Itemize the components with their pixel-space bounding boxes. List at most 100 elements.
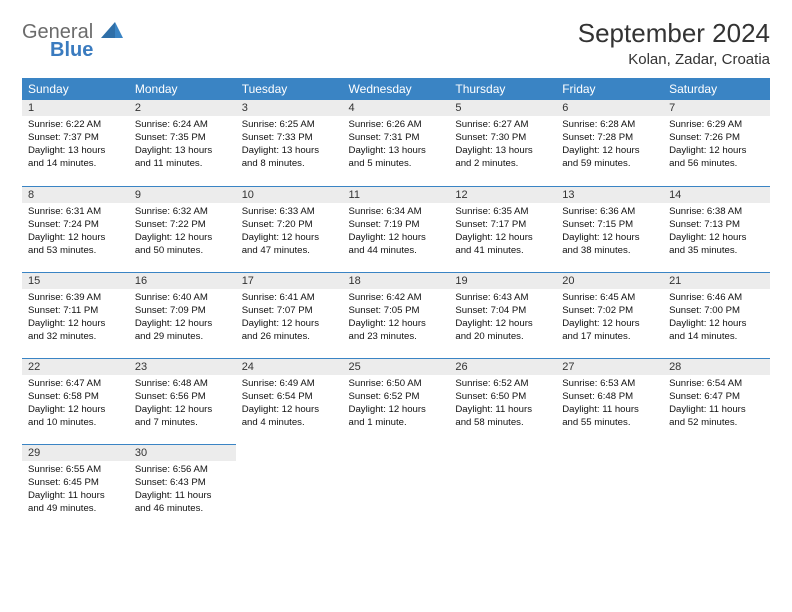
day-number: 22 xyxy=(22,358,129,375)
day-number: 29 xyxy=(22,444,129,461)
calendar-cell: 15Sunrise: 6:39 AMSunset: 7:11 PMDayligh… xyxy=(22,272,129,358)
calendar-cell xyxy=(236,444,343,530)
calendar-cell: 2Sunrise: 6:24 AMSunset: 7:35 PMDaylight… xyxy=(129,100,236,186)
calendar-cell: 25Sunrise: 6:50 AMSunset: 6:52 PMDayligh… xyxy=(343,358,450,444)
day-body: Sunrise: 6:29 AMSunset: 7:26 PMDaylight:… xyxy=(663,116,770,176)
weekday-header: Thursday xyxy=(449,78,556,100)
calendar-cell: 3Sunrise: 6:25 AMSunset: 7:33 PMDaylight… xyxy=(236,100,343,186)
day-body: Sunrise: 6:39 AMSunset: 7:11 PMDaylight:… xyxy=(22,289,129,349)
header: General Blue September 2024 Kolan, Zadar… xyxy=(22,18,770,68)
calendar-row: 8Sunrise: 6:31 AMSunset: 7:24 PMDaylight… xyxy=(22,186,770,272)
calendar-cell: 30Sunrise: 6:56 AMSunset: 6:43 PMDayligh… xyxy=(129,444,236,530)
day-number: 15 xyxy=(22,272,129,289)
day-body: Sunrise: 6:33 AMSunset: 7:20 PMDaylight:… xyxy=(236,203,343,263)
day-number: 20 xyxy=(556,272,663,289)
day-number: 12 xyxy=(449,186,556,203)
weekday-header: Monday xyxy=(129,78,236,100)
calendar-cell: 23Sunrise: 6:48 AMSunset: 6:56 PMDayligh… xyxy=(129,358,236,444)
calendar-cell: 26Sunrise: 6:52 AMSunset: 6:50 PMDayligh… xyxy=(449,358,556,444)
day-body: Sunrise: 6:42 AMSunset: 7:05 PMDaylight:… xyxy=(343,289,450,349)
calendar-cell: 18Sunrise: 6:42 AMSunset: 7:05 PMDayligh… xyxy=(343,272,450,358)
day-body: Sunrise: 6:48 AMSunset: 6:56 PMDaylight:… xyxy=(129,375,236,435)
day-number: 5 xyxy=(449,100,556,116)
weekday-header: Saturday xyxy=(663,78,770,100)
calendar-row: 15Sunrise: 6:39 AMSunset: 7:11 PMDayligh… xyxy=(22,272,770,358)
calendar-cell: 29Sunrise: 6:55 AMSunset: 6:45 PMDayligh… xyxy=(22,444,129,530)
calendar-header-row: SundayMondayTuesdayWednesdayThursdayFrid… xyxy=(22,78,770,100)
location: Kolan, Zadar, Croatia xyxy=(578,51,770,68)
calendar-cell: 19Sunrise: 6:43 AMSunset: 7:04 PMDayligh… xyxy=(449,272,556,358)
day-number: 1 xyxy=(22,100,129,116)
day-body: Sunrise: 6:35 AMSunset: 7:17 PMDaylight:… xyxy=(449,203,556,263)
day-body: Sunrise: 6:54 AMSunset: 6:47 PMDaylight:… xyxy=(663,375,770,435)
day-body: Sunrise: 6:56 AMSunset: 6:43 PMDaylight:… xyxy=(129,461,236,521)
calendar-cell: 22Sunrise: 6:47 AMSunset: 6:58 PMDayligh… xyxy=(22,358,129,444)
weekday-header: Friday xyxy=(556,78,663,100)
calendar-cell: 24Sunrise: 6:49 AMSunset: 6:54 PMDayligh… xyxy=(236,358,343,444)
logo-mark-icon xyxy=(99,21,123,43)
day-number: 8 xyxy=(22,186,129,203)
title-block: September 2024 Kolan, Zadar, Croatia xyxy=(578,18,770,68)
calendar-cell: 20Sunrise: 6:45 AMSunset: 7:02 PMDayligh… xyxy=(556,272,663,358)
calendar-cell xyxy=(663,444,770,530)
day-body: Sunrise: 6:25 AMSunset: 7:33 PMDaylight:… xyxy=(236,116,343,176)
day-body: Sunrise: 6:47 AMSunset: 6:58 PMDaylight:… xyxy=(22,375,129,435)
day-number: 13 xyxy=(556,186,663,203)
day-number: 24 xyxy=(236,358,343,375)
day-number: 3 xyxy=(236,100,343,116)
weekday-header: Wednesday xyxy=(343,78,450,100)
logo: General Blue xyxy=(22,18,123,60)
day-body: Sunrise: 6:41 AMSunset: 7:07 PMDaylight:… xyxy=(236,289,343,349)
calendar-cell xyxy=(343,444,450,530)
calendar-cell: 9Sunrise: 6:32 AMSunset: 7:22 PMDaylight… xyxy=(129,186,236,272)
day-number: 7 xyxy=(663,100,770,116)
day-number: 19 xyxy=(449,272,556,289)
day-number: 18 xyxy=(343,272,450,289)
day-number: 28 xyxy=(663,358,770,375)
calendar-cell: 4Sunrise: 6:26 AMSunset: 7:31 PMDaylight… xyxy=(343,100,450,186)
calendar-cell: 13Sunrise: 6:36 AMSunset: 7:15 PMDayligh… xyxy=(556,186,663,272)
day-number: 14 xyxy=(663,186,770,203)
day-body: Sunrise: 6:22 AMSunset: 7:37 PMDaylight:… xyxy=(22,116,129,176)
calendar-row: 1Sunrise: 6:22 AMSunset: 7:37 PMDaylight… xyxy=(22,100,770,186)
calendar-row: 22Sunrise: 6:47 AMSunset: 6:58 PMDayligh… xyxy=(22,358,770,444)
day-body: Sunrise: 6:24 AMSunset: 7:35 PMDaylight:… xyxy=(129,116,236,176)
day-number: 25 xyxy=(343,358,450,375)
calendar-cell: 12Sunrise: 6:35 AMSunset: 7:17 PMDayligh… xyxy=(449,186,556,272)
logo-word-blue: Blue xyxy=(50,40,123,60)
month-title: September 2024 xyxy=(578,18,770,49)
day-body: Sunrise: 6:50 AMSunset: 6:52 PMDaylight:… xyxy=(343,375,450,435)
calendar-cell: 8Sunrise: 6:31 AMSunset: 7:24 PMDaylight… xyxy=(22,186,129,272)
day-body: Sunrise: 6:27 AMSunset: 7:30 PMDaylight:… xyxy=(449,116,556,176)
day-number: 6 xyxy=(556,100,663,116)
day-number: 9 xyxy=(129,186,236,203)
day-number: 23 xyxy=(129,358,236,375)
calendar-cell: 7Sunrise: 6:29 AMSunset: 7:26 PMDaylight… xyxy=(663,100,770,186)
calendar-cell xyxy=(556,444,663,530)
day-body: Sunrise: 6:45 AMSunset: 7:02 PMDaylight:… xyxy=(556,289,663,349)
day-body: Sunrise: 6:26 AMSunset: 7:31 PMDaylight:… xyxy=(343,116,450,176)
calendar-cell: 11Sunrise: 6:34 AMSunset: 7:19 PMDayligh… xyxy=(343,186,450,272)
day-body: Sunrise: 6:40 AMSunset: 7:09 PMDaylight:… xyxy=(129,289,236,349)
weekday-header: Tuesday xyxy=(236,78,343,100)
day-number: 16 xyxy=(129,272,236,289)
calendar-cell: 6Sunrise: 6:28 AMSunset: 7:28 PMDaylight… xyxy=(556,100,663,186)
day-number: 10 xyxy=(236,186,343,203)
day-body: Sunrise: 6:38 AMSunset: 7:13 PMDaylight:… xyxy=(663,203,770,263)
calendar-cell: 1Sunrise: 6:22 AMSunset: 7:37 PMDaylight… xyxy=(22,100,129,186)
logo-text: General Blue xyxy=(22,18,123,60)
day-number: 17 xyxy=(236,272,343,289)
day-number: 2 xyxy=(129,100,236,116)
calendar-table: SundayMondayTuesdayWednesdayThursdayFrid… xyxy=(22,78,770,530)
day-number: 26 xyxy=(449,358,556,375)
calendar-cell: 5Sunrise: 6:27 AMSunset: 7:30 PMDaylight… xyxy=(449,100,556,186)
weekday-header: Sunday xyxy=(22,78,129,100)
calendar-cell: 21Sunrise: 6:46 AMSunset: 7:00 PMDayligh… xyxy=(663,272,770,358)
calendar-cell: 16Sunrise: 6:40 AMSunset: 7:09 PMDayligh… xyxy=(129,272,236,358)
day-body: Sunrise: 6:43 AMSunset: 7:04 PMDaylight:… xyxy=(449,289,556,349)
calendar-cell: 28Sunrise: 6:54 AMSunset: 6:47 PMDayligh… xyxy=(663,358,770,444)
calendar-row: 29Sunrise: 6:55 AMSunset: 6:45 PMDayligh… xyxy=(22,444,770,530)
calendar-cell: 10Sunrise: 6:33 AMSunset: 7:20 PMDayligh… xyxy=(236,186,343,272)
calendar-cell xyxy=(449,444,556,530)
day-body: Sunrise: 6:34 AMSunset: 7:19 PMDaylight:… xyxy=(343,203,450,263)
